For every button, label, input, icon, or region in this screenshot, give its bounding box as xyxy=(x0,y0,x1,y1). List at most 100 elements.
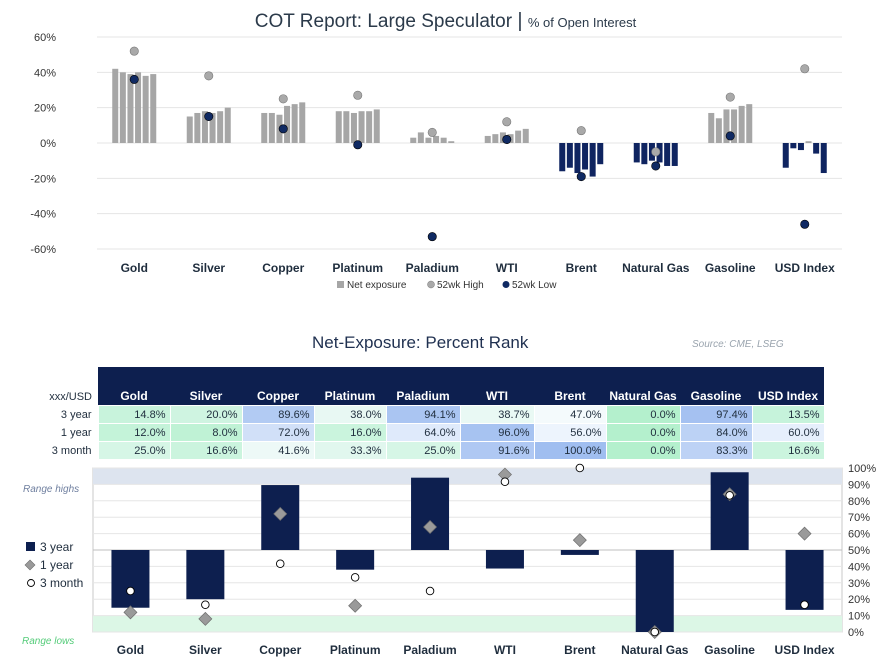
legend-label: 3 month xyxy=(40,576,83,590)
corner-label: xxx/USD xyxy=(40,367,98,406)
cot-chart: -60% -40% -20% 0% 20% 40% 60% Gold Silver Copper P… xyxy=(30,32,842,291)
cot-subtitle: % of Open Interest xyxy=(527,15,637,30)
rank-cell: 41.6% xyxy=(241,441,315,460)
rank-row: 1 year 12.0% 8.0% 72.0% 16.0% 64.0% 96.0% 56.0%… xyxy=(40,423,825,442)
rank-cell: 16.6% xyxy=(169,441,243,460)
legend-label: 52wk Low xyxy=(512,280,557,291)
high-52wk-point xyxy=(353,90,363,100)
rank-title: Net-Exposure: Percent Rank xyxy=(312,333,529,352)
rank-cell: 64.0% xyxy=(385,423,461,442)
low-52wk-point xyxy=(204,112,214,122)
rank-1year-marker xyxy=(423,520,438,535)
rank-3month-marker xyxy=(201,600,210,610)
legend-swatch-3month xyxy=(27,579,35,587)
legend-swatch-3year xyxy=(26,542,35,551)
y-tick-label: 50% xyxy=(848,545,870,557)
category-label: Gold xyxy=(121,261,148,275)
rank-cell: 84.0% xyxy=(679,423,753,442)
rank-1year-marker xyxy=(572,533,587,548)
rank-3year-bar xyxy=(710,472,749,550)
net-exposure-bar xyxy=(715,118,722,143)
rank-3month-marker xyxy=(575,463,585,473)
high-52wk-point xyxy=(278,94,288,104)
net-exposure-bar xyxy=(335,111,342,143)
low-52wk-point xyxy=(651,161,661,171)
rank-3year-bar xyxy=(785,550,824,610)
rank-cell: 91.6% xyxy=(459,441,535,460)
net-exposure-bar xyxy=(515,130,522,143)
category-label: Copper xyxy=(262,261,304,275)
net-exposure-bar xyxy=(119,72,126,143)
net-exposure-bar xyxy=(813,143,820,154)
net-exposure-bar xyxy=(410,137,417,143)
category-label: WTI xyxy=(496,261,518,275)
y-tick-label: 60% xyxy=(848,529,870,541)
col-header: Silver xyxy=(170,367,242,406)
cot-title: COT Report: Large Speculator | % of Open… xyxy=(0,10,891,33)
rank-1year-marker xyxy=(273,506,288,521)
high-52wk-point xyxy=(576,126,586,136)
net-exposure-bar xyxy=(112,68,119,143)
rank-cell: 16.0% xyxy=(313,423,387,442)
rank-row: 3 month 25.0% 16.6% 41.6% 33.3% 25.0% 91.6% 100… xyxy=(40,441,825,460)
cot-title-separator: | xyxy=(517,10,523,32)
net-exposure-bar xyxy=(782,143,789,168)
rank-cell: 72.0% xyxy=(241,423,315,442)
col-header: Copper xyxy=(242,367,314,406)
rank-3year-bar xyxy=(186,550,225,600)
low-52wk-point xyxy=(353,140,363,150)
net-exposure-bar xyxy=(597,143,604,165)
rank-3year-bar xyxy=(485,550,524,569)
y-tick-label: 60% xyxy=(34,32,56,44)
rank-header-row: xxx/USD Gold Silver Copper Platinum Pala… xyxy=(40,367,824,406)
rank-cell: 96.0% xyxy=(459,423,535,442)
range-highs-label: Range highs xyxy=(23,484,79,495)
net-exposure-bar xyxy=(633,143,640,163)
net-exposure-bar xyxy=(664,143,671,166)
col-header: USD Index xyxy=(752,367,824,406)
rank-cell: 47.0% xyxy=(533,405,607,424)
legend-label: 1 year xyxy=(40,558,73,572)
net-exposure-bar xyxy=(790,143,797,149)
net-exposure-bar xyxy=(522,128,529,143)
rank-3year-bar xyxy=(336,550,375,570)
net-exposure-bar xyxy=(194,112,201,143)
low-52wk-point xyxy=(725,131,735,141)
legend-swatch-low xyxy=(502,281,510,288)
net-exposure-bar xyxy=(217,111,224,143)
legend-label: Net exposure xyxy=(347,280,407,291)
y-tick-label: 90% xyxy=(848,479,870,491)
category-label: Paladium xyxy=(406,261,459,275)
category-label: Brent xyxy=(564,643,595,657)
col-header: Paladium xyxy=(386,367,460,406)
rank-cell: 16.6% xyxy=(751,441,825,460)
net-exposure-bar xyxy=(708,112,715,143)
net-exposure-bar xyxy=(224,107,231,143)
category-label: Gold xyxy=(117,643,144,657)
col-header: WTI xyxy=(460,367,534,406)
net-exposure-bar xyxy=(142,75,149,143)
rank-cell: 20.0% xyxy=(169,405,243,424)
category-label: USD Index xyxy=(775,643,835,657)
y-tick-label: 100% xyxy=(848,463,876,475)
rank-3year-bar xyxy=(560,550,599,555)
rank-cell: 83.3% xyxy=(679,441,753,460)
high-52wk-point xyxy=(204,71,214,81)
y-tick-label: 20% xyxy=(848,594,870,606)
net-exposure-bar xyxy=(284,105,291,143)
high-52wk-point xyxy=(427,127,437,137)
net-exposure-bar xyxy=(723,109,730,143)
rank-1year-marker xyxy=(123,605,138,620)
rank-3month-marker xyxy=(650,627,660,637)
net-exposure-bar xyxy=(805,141,812,143)
net-exposure-bar xyxy=(746,104,753,143)
rank-1year-marker xyxy=(348,598,363,613)
net-exposure-bar xyxy=(135,72,142,143)
high-52wk-point xyxy=(800,64,810,74)
y-tick-label: -20% xyxy=(30,173,56,185)
net-exposure-bar xyxy=(350,112,357,143)
row-label: 1 year xyxy=(40,423,98,442)
low-52wk-point xyxy=(502,134,512,144)
rank-chart: 0% 10% 20% 30% 40% 50% 60% 70% 80% 90% 100% Range h… xyxy=(22,463,876,657)
rank-cell: 8.0% xyxy=(169,423,243,442)
